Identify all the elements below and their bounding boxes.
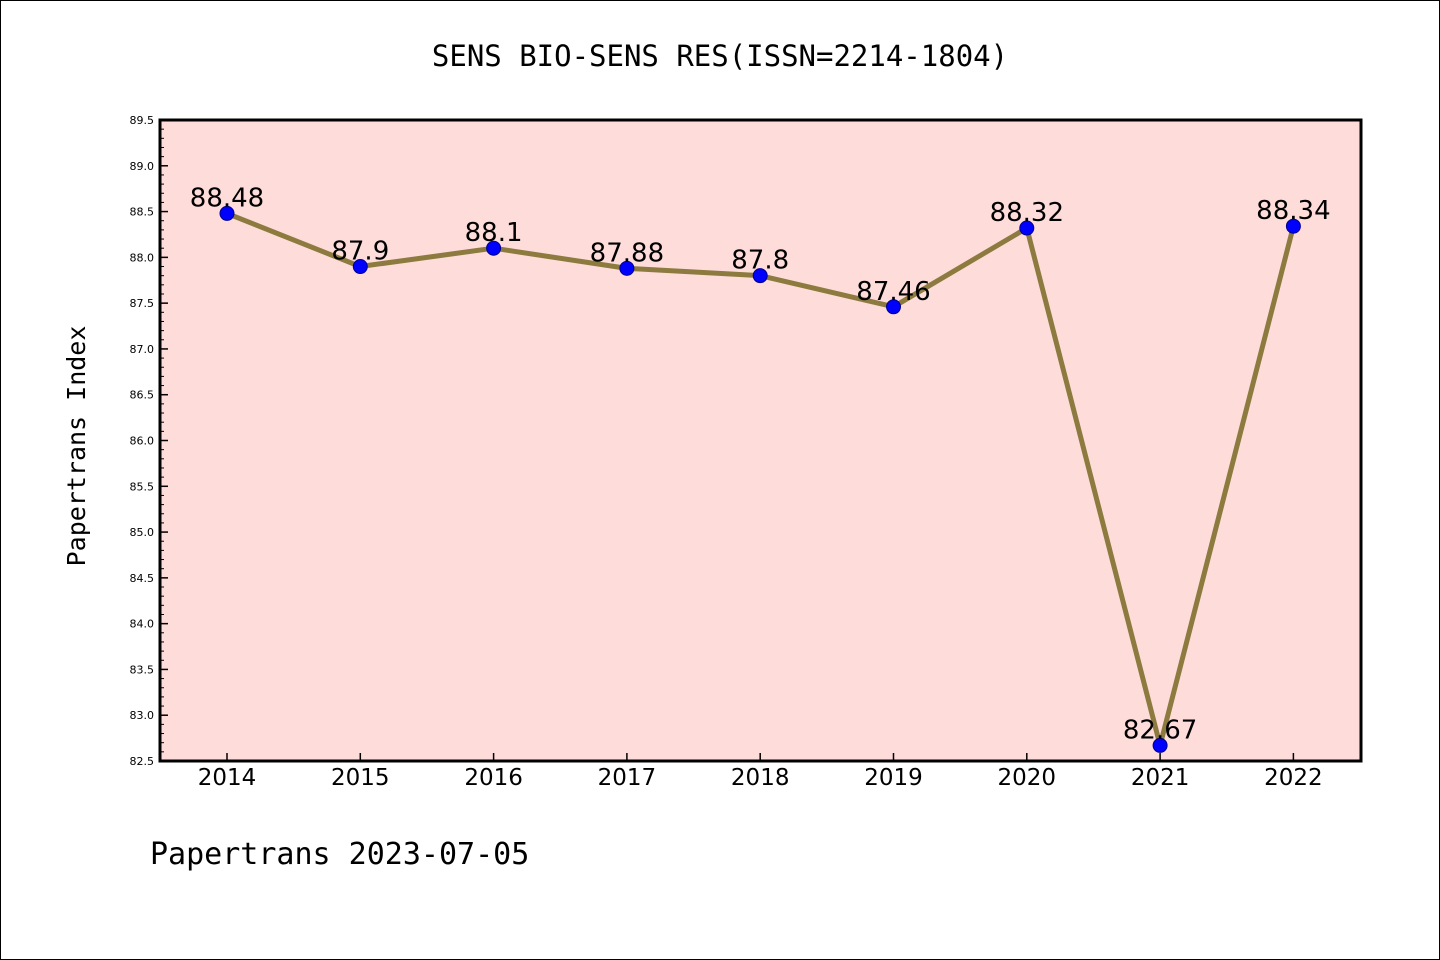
series-markers xyxy=(219,205,1301,753)
y-tick-label: 84.5 xyxy=(130,572,155,585)
data-point-marker xyxy=(886,299,901,315)
plot-area xyxy=(158,118,1363,763)
data-label: 87.8 xyxy=(731,246,789,276)
data-point-marker xyxy=(752,268,768,284)
data-label: 82.67 xyxy=(1123,715,1197,745)
data-label: 88.34 xyxy=(1256,196,1330,226)
y-tick-label: 85.0 xyxy=(130,526,155,539)
y-tick-label: 89.0 xyxy=(130,160,155,173)
y-tick-label: 89.5 xyxy=(130,114,155,127)
data-point-marker xyxy=(486,240,502,256)
x-tick-label: 2018 xyxy=(731,765,790,791)
data-point-marker xyxy=(1019,220,1035,236)
data-label: 87.46 xyxy=(856,277,930,307)
x-tick-label: 2020 xyxy=(998,765,1057,791)
x-axis: 2014 2015 2016 2017 2018 2019 2020 2021 2022 xyxy=(198,753,1323,791)
data-label: 88.48 xyxy=(190,183,264,213)
footer-text: Papertrans 2023-07-05 xyxy=(150,837,529,872)
y-tick-label: 87.0 xyxy=(130,343,155,356)
y-tick-label: 84.0 xyxy=(130,618,155,631)
y-tick-label: 87.5 xyxy=(130,297,155,310)
data-point-marker xyxy=(1152,737,1168,753)
data-labels: 88.48 87.9 88.1 87.88 87.8 87.46 88.32 82.67 88.… xyxy=(190,183,1331,745)
y-tick-label: 86.0 xyxy=(130,435,155,448)
x-tick-label: 2021 xyxy=(1131,765,1190,791)
data-label: 87.88 xyxy=(590,238,664,268)
x-tick-label: 2014 xyxy=(198,765,257,791)
y-tick-label: 86.5 xyxy=(130,389,155,402)
y-tick-label: 82.5 xyxy=(130,755,155,768)
data-point-marker xyxy=(219,205,235,221)
y-tick-label: 83.0 xyxy=(130,709,155,722)
x-tick-label: 2019 xyxy=(864,765,923,791)
data-label: 88.1 xyxy=(465,218,523,248)
data-label: 88.32 xyxy=(990,198,1064,228)
x-tick-label: 2017 xyxy=(598,765,657,791)
y-tick-label: 88.0 xyxy=(130,251,155,264)
y-axis-label: Papertrans Index xyxy=(62,326,91,567)
data-label: 87.9 xyxy=(331,237,389,267)
x-tick-label: 2015 xyxy=(331,765,390,791)
data-point-marker xyxy=(352,259,368,275)
x-tick-label: 2016 xyxy=(464,765,523,791)
chart-title: SENS BIO-SENS RES(ISSN=2214-1804) xyxy=(432,39,1008,73)
y-tick-label: 85.5 xyxy=(130,480,155,493)
data-point-marker xyxy=(1285,218,1301,234)
x-tick-label: 2022 xyxy=(1264,765,1323,791)
y-axis: 82.5 83.0 83.5 84.0 84.5 85.0 85.5 86.0 86.5 87.0… xyxy=(130,114,168,768)
y-tick-label: 88.5 xyxy=(130,206,155,219)
data-point-marker xyxy=(619,260,635,276)
y-tick-label: 83.5 xyxy=(130,663,155,676)
